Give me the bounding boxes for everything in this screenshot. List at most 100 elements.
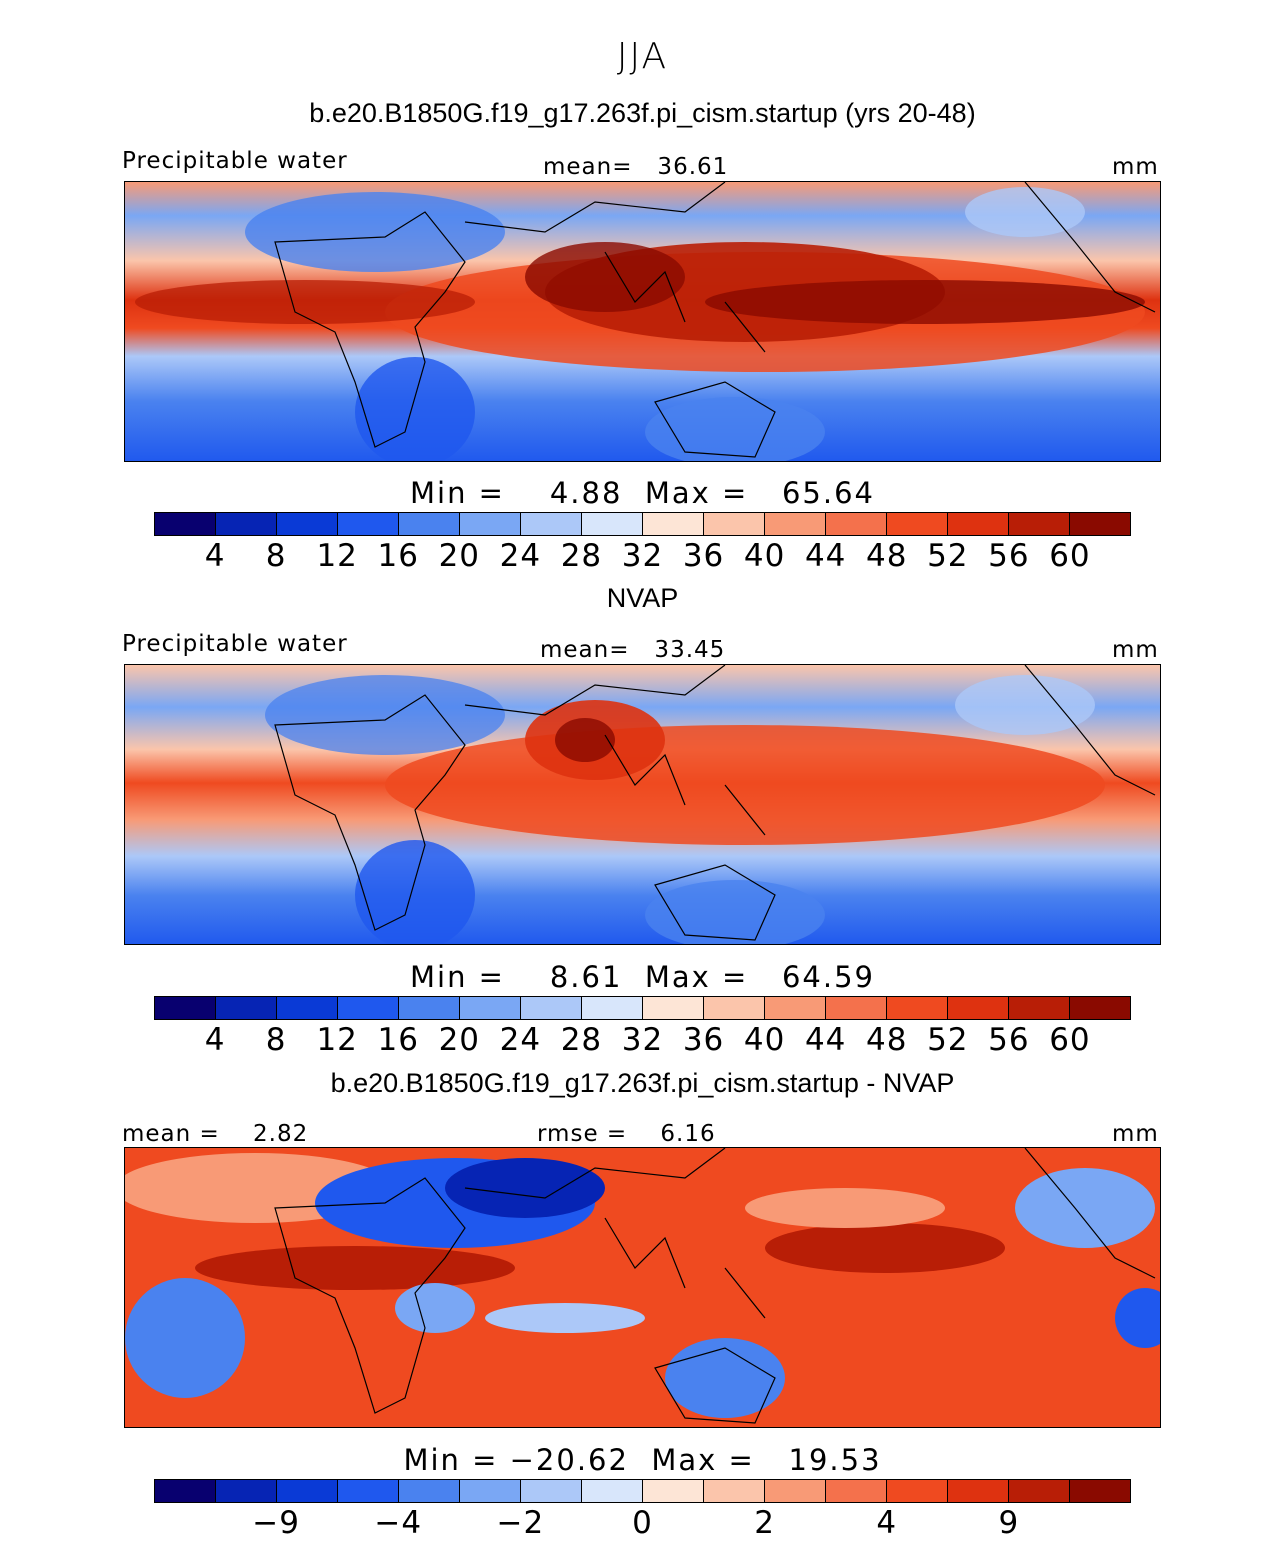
colorbar-tick-label: 2 [754, 1505, 775, 1541]
colorbar-tick-label: 52 [927, 538, 969, 574]
colorbar-tick-label: 32 [621, 1022, 664, 1058]
panel1-colorbar-ticks: 4 8 12 16 20 24 28 32 36 40 44 48 52 56 60 [154, 538, 1131, 574]
colorbar-tick-label: 16 [377, 1022, 419, 1058]
colorbar-cell [704, 513, 765, 535]
panel1-map [124, 181, 1161, 462]
colorbar-cell [1009, 1480, 1070, 1502]
colorbar-cell [948, 1480, 1009, 1502]
colorbar-cell [338, 1480, 399, 1502]
colorbar-cell [582, 513, 643, 535]
panel2-units-label: mm [1112, 637, 1159, 663]
colorbar-tick-label: 20 [438, 1022, 481, 1058]
colorbar-cell [399, 1480, 460, 1502]
colorbar-tick-label: −4 [374, 1505, 423, 1541]
colorbar-tick-label: 8 [265, 538, 287, 574]
colorbar-tick-label: 8 [265, 1022, 287, 1058]
panel1-left-label: Precipitable water [122, 148, 348, 174]
colorbar-tick-label: 40 [743, 1022, 786, 1058]
colorbar-cell [460, 997, 521, 1019]
colorbar-cell [643, 513, 704, 535]
colorbar-cell [704, 1480, 765, 1502]
colorbar-tick-label: 20 [438, 538, 481, 574]
colorbar-cell [277, 1480, 338, 1502]
panel1-colorbar [154, 512, 1131, 536]
colorbar-cell [277, 513, 338, 535]
colorbar-cell [338, 513, 399, 535]
colorbar-cell [216, 513, 277, 535]
colorbar-cell [1070, 997, 1130, 1019]
colorbar-tick-label: 12 [316, 538, 358, 574]
colorbar-cell [887, 997, 948, 1019]
colorbar-cell [1070, 513, 1130, 535]
colorbar-tick-label: 56 [988, 538, 1030, 574]
colorbar-tick-label: 48 [866, 538, 908, 574]
colorbar-tick-label: −2 [496, 1505, 545, 1541]
colorbar-tick-label: 40 [743, 538, 786, 574]
panel1-mean-label: mean= 36.61 [543, 154, 729, 180]
colorbar-cell [338, 997, 399, 1019]
colorbar-cell [582, 1480, 643, 1502]
colorbar-cell [399, 997, 460, 1019]
panel2-minmax: Min = 8.61 Max = 64.59 [409, 960, 875, 994]
colorbar-tick-label: 28 [560, 1022, 603, 1058]
panel3-units-label: mm [1112, 1121, 1159, 1147]
panel3-colorbar-ticks: −9 −4 −2 0 2 4 9 [154, 1505, 1131, 1541]
colorbar-cell [826, 997, 887, 1019]
colorbar-cell [155, 1480, 216, 1502]
panel2-colorbar-ticks: 4 8 12 16 20 24 28 32 36 40 44 48 52 56 60 [154, 1022, 1131, 1058]
colorbar-cell [460, 513, 521, 535]
colorbar-cell [399, 513, 460, 535]
season-title: JJA [616, 36, 669, 77]
colorbar-cell [521, 513, 582, 535]
colorbar-tick-label: 4 [876, 1505, 898, 1541]
panel3-rmse-label: rmse = 6.16 [537, 1121, 716, 1147]
colorbar-cell [155, 513, 216, 535]
colorbar-tick-label: 24 [499, 538, 542, 574]
colorbar-tick-label: 52 [927, 1022, 969, 1058]
diff-title: b.e20.B1850G.f19_g17.263f.pi_cism.startu… [330, 1068, 955, 1098]
panel3-minmax: Min = −20.62 Max = 19.53 [403, 1443, 882, 1477]
colorbar-tick-label: 56 [988, 1022, 1030, 1058]
colorbar-tick-label: 60 [1049, 538, 1091, 574]
panel2-colorbar [154, 996, 1131, 1020]
colorbar-cell [460, 1480, 521, 1502]
panel3-mean-label: mean = 2.82 [122, 1121, 309, 1147]
colorbar-cell [887, 513, 948, 535]
panel1-units-label: mm [1112, 154, 1159, 180]
colorbar-tick-label: 16 [377, 538, 419, 574]
panel3-colorbar [154, 1479, 1131, 1503]
colorbar-tick-label: 12 [316, 1022, 358, 1058]
colorbar-cell [826, 1480, 887, 1502]
colorbar-tick-label: 4 [204, 1022, 226, 1058]
colorbar-cell [521, 997, 582, 1019]
colorbar-cell [948, 513, 1009, 535]
colorbar-tick-label: 36 [682, 1022, 725, 1058]
colorbar-cell [887, 1480, 948, 1502]
colorbar-cell [1009, 997, 1070, 1019]
panel2-left-label: Precipitable water [122, 631, 348, 657]
colorbar-tick-label: 48 [866, 1022, 908, 1058]
colorbar-tick-label: 32 [621, 538, 664, 574]
colorbar-tick-label: 4 [204, 538, 226, 574]
case-title: b.e20.B1850G.f19_g17.263f.pi_cism.startu… [309, 98, 976, 128]
colorbar-cell [277, 997, 338, 1019]
colorbar-cell [216, 997, 277, 1019]
colorbar-tick-label: 0 [632, 1505, 653, 1541]
colorbar-cell [521, 1480, 582, 1502]
colorbar-cell [155, 997, 216, 1019]
colorbar-cell [643, 997, 704, 1019]
obs-title: NVAP [606, 583, 679, 613]
colorbar-cell [643, 1480, 704, 1502]
colorbar-tick-label: 24 [499, 1022, 542, 1058]
colorbar-cell [216, 1480, 277, 1502]
colorbar-cell [704, 997, 765, 1019]
colorbar-tick-label: 28 [560, 538, 603, 574]
panel2-mean-label: mean= 33.45 [540, 637, 726, 663]
colorbar-tick-label: 60 [1049, 1022, 1091, 1058]
panel3-map [124, 1147, 1161, 1428]
colorbar-tick-label: 44 [804, 538, 847, 574]
colorbar-cell [1009, 513, 1070, 535]
colorbar-cell [948, 997, 1009, 1019]
colorbar-tick-label: −9 [252, 1505, 300, 1541]
colorbar-cell [765, 1480, 826, 1502]
